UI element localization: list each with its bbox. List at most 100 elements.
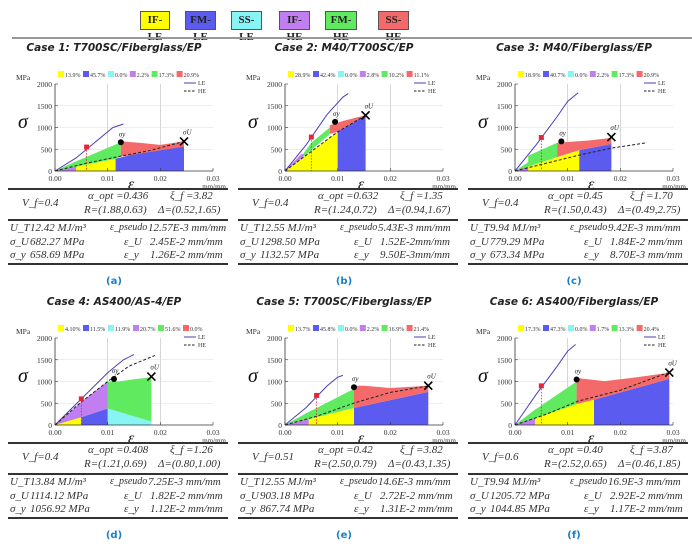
percentage-legend-item: 0.0%: [568, 71, 588, 79]
eps-y-value: 8.70E-3 mm/mm: [610, 249, 683, 261]
percentage-legend-item: 1.7%: [589, 325, 609, 333]
eps-u-label: ε_U: [124, 236, 142, 248]
he-curve: [54, 140, 185, 172]
alpha-opt: α_opt =0.408: [88, 444, 149, 456]
percentage-legend-item: 11.9%: [108, 325, 130, 333]
delta-value: Δ=(0.52,1.65): [158, 204, 221, 216]
eps-pseudo-value: 12.57E-3 mm/mm: [148, 222, 227, 234]
he-legend-label: HE: [658, 343, 666, 349]
x-tick-label: 0.02: [384, 428, 397, 437]
table-rule: [238, 219, 458, 221]
x-tick-label: 0.01: [561, 174, 574, 183]
delta-value: Δ=(0.80,1.00): [158, 458, 221, 470]
percentage-legend-item: 20.4%: [636, 325, 659, 333]
x-axis-label: ε: [358, 430, 365, 442]
xi-f: ξ_f =1.70: [630, 190, 673, 202]
svg-text:45.8%: 45.8%: [320, 327, 336, 333]
delta-value: Δ=(0.49,2.75): [618, 204, 681, 216]
sigma-y-label: σ_y: [240, 249, 256, 261]
x-tick-label: 0.01: [331, 428, 344, 437]
eps-y-value: 1.26E-2 mm/mm: [150, 249, 223, 261]
svg-text:28.9%: 28.9%: [295, 73, 311, 79]
y-tick-label: 1500: [267, 356, 282, 365]
alpha-opt: α_opt =0.632: [318, 190, 379, 202]
x-unit-label: mm/mm: [202, 183, 226, 188]
region-if-he: [285, 153, 304, 171]
y-tick-label: 1000: [37, 124, 52, 133]
percentage-legend-item: 40.7%: [543, 71, 566, 79]
percentage-legend-item: 16.9%: [381, 325, 404, 333]
ut-value: 13.84 MJ/m³: [30, 476, 86, 488]
percentage-legend-item: 17.3%: [518, 325, 541, 333]
red-marker: [84, 144, 90, 150]
region-fm-he: [55, 142, 121, 171]
region-if-he: [55, 161, 77, 171]
legend-ss-he: SS-HE: [378, 11, 409, 43]
stress-strain-chart: σy σU 0 500 1000 1500 2000 0.00 0.01 0.02 0.03 MPa σ…: [476, 71, 687, 188]
ut-label: U_T: [240, 222, 260, 234]
r-value: R=(1.50,0.43): [544, 204, 607, 216]
alpha-opt: α_opt =0.436: [88, 190, 149, 202]
top-divider: [12, 37, 692, 39]
x-tick-label: 0.03: [436, 428, 449, 437]
x-tick-label: 0.01: [101, 174, 114, 183]
fiber-volume-fraction: V_f=0.4: [22, 197, 59, 209]
x-axis-label: ε: [358, 176, 365, 188]
svg-text:0.0%: 0.0%: [575, 73, 588, 79]
y-tick-label: 2000: [267, 334, 282, 343]
percentage-legend-item: 2.2%: [129, 71, 149, 79]
he-legend-label: HE: [658, 89, 666, 95]
y-tick-label: 500: [501, 145, 513, 154]
region-fm-le: [594, 378, 670, 425]
delta-value: Δ=(0.43,1.35): [388, 458, 451, 470]
svg-text:51.6%: 51.6%: [165, 327, 181, 333]
le-curve: [514, 92, 579, 172]
delta-value: Δ=(0.46,1.85): [618, 458, 681, 470]
chart-panel: Case 5: T700SC/Fiberglass/EP σy σU 0 500 1000…: [230, 296, 458, 546]
eps-pseudo-label: ε_pseudo: [570, 476, 608, 487]
table-rule: [238, 473, 458, 475]
region-ss-he: [329, 115, 366, 134]
stress-strain-chart: σy σU 0 500 1000 1500 2000 0.00 0.01 0.02 0.03 MPa σ…: [246, 325, 457, 442]
legend-if-he: IF-HE: [279, 11, 310, 43]
alpha-opt: α_opt =0.45: [548, 190, 603, 202]
yield-point: [332, 118, 339, 125]
y-tick-label: 500: [501, 399, 513, 408]
ultimate-point-label: σU: [668, 360, 677, 368]
panel-caption: (b): [335, 276, 353, 287]
legend-fm-le: FM-LE: [185, 11, 216, 43]
he-curve: [514, 372, 668, 426]
eps-u-value: 2.92E-2 mm/mm: [610, 490, 683, 502]
svg-text:0.0%: 0.0%: [115, 73, 128, 79]
eps-pseudo-value: 7.25E-3 mm/mm: [148, 476, 221, 488]
xi-f: ξ_f =1.35: [400, 190, 443, 202]
chart-panel: Case 2: M40/T700SC/EP σy σU 0 500 1000 1500 200…: [230, 42, 458, 292]
eps-y-label: ε_y: [354, 503, 369, 515]
y-tick-label: 0: [508, 421, 512, 430]
sigma-y-label: σ_y: [470, 503, 486, 515]
eps-u-label: ε_U: [354, 236, 372, 248]
svg-text:11.1%: 11.1%: [414, 73, 429, 79]
parameter-table: V_f=0.51 α_opt =0.42 ξ_f =3.82 R=(2.50,0.79…: [230, 442, 458, 522]
r-value: R=(1.21,0.69): [84, 458, 147, 470]
table-rule: [8, 219, 228, 221]
percentage-legend-item: 47.3%: [543, 325, 566, 333]
svg-text:45.7%: 45.7%: [90, 73, 106, 79]
stress-strain-chart: σy σU 0 500 1000 1500 2000 0.00 0.01 0.02 0.03 MPa σ…: [16, 71, 227, 188]
percentage-legend-item: 2.8%: [359, 71, 379, 79]
x-tick-label: 0.00: [508, 428, 521, 437]
region-fm-he: [285, 388, 354, 425]
y-tick-label: 2000: [497, 80, 512, 89]
x-tick-label: 0.00: [508, 174, 521, 183]
chart-panel: Case 1: T700SC/Fiberglass/EP σy σU 0 500 1000…: [0, 42, 228, 292]
percentage-legend-item: 13.3%: [611, 325, 634, 333]
percentage-legend-item: 17.3%: [611, 71, 634, 79]
eps-u-label: ε_U: [124, 490, 142, 502]
fiber-volume-fraction: V_f=0.4: [22, 451, 59, 463]
sigma-u-value: 1114.12 MPa: [30, 490, 89, 502]
eps-u-value: 1.82E-2 mm/mm: [150, 490, 223, 502]
ultimate-point: [606, 132, 616, 142]
red-marker: [78, 396, 84, 402]
eps-u-value: 2.72E-2 mm/mm: [380, 490, 453, 502]
percentage-legend-item: 20.9%: [636, 71, 659, 79]
